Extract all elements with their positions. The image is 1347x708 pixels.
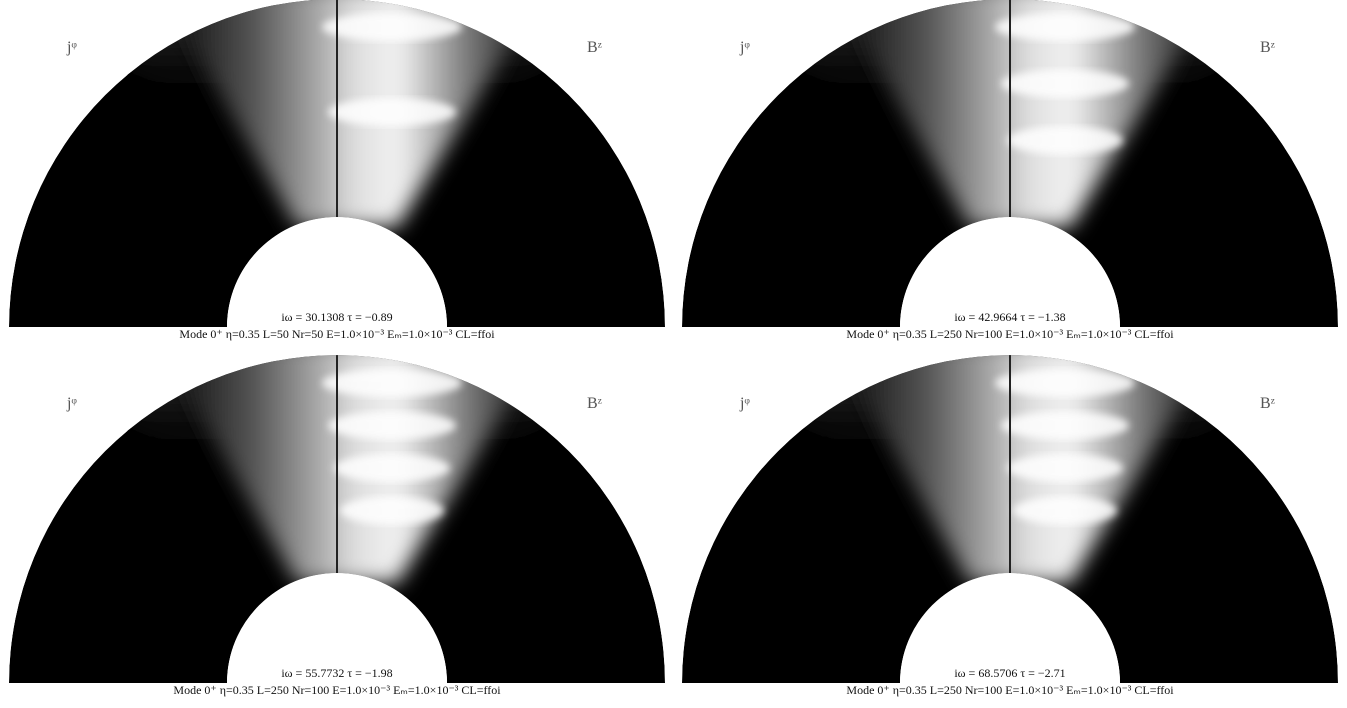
right-label: Bᶻ xyxy=(587,395,603,412)
panel: jᵠ Bᶻ iω = 42.9664 τ = −1.38 Mode 0⁺ η=0.35… xyxy=(682,0,1338,341)
caption: Mode 0⁺ η=0.35 L=250 Nr=100 E=1.0×10⁻³ E… xyxy=(846,327,1174,341)
band xyxy=(1007,126,1123,155)
panel: jᵠ Bᶻ iω = 55.7732 τ = −1.98 Mode 0⁺ η=0.35… xyxy=(9,355,665,697)
band xyxy=(995,13,1135,41)
field-plot xyxy=(9,0,665,327)
left-label: jᵠ xyxy=(739,395,750,412)
caption: Mode 0⁺ η=0.35 L=250 Nr=100 E=1.0×10⁻³ E… xyxy=(173,683,501,697)
panel: jᵠ Bᶻ iω = 68.5706 τ = −2.71 Mode 0⁺ η=0.35… xyxy=(682,355,1338,697)
band xyxy=(1007,454,1123,482)
band xyxy=(1001,69,1129,98)
right-label: Bᶻ xyxy=(1260,395,1276,412)
right-label: Bᶻ xyxy=(587,39,603,56)
field-plot xyxy=(682,355,1338,683)
cone xyxy=(830,0,1220,227)
field-plot xyxy=(682,0,1338,327)
caption: Mode 0⁺ η=0.35 L=50 Nr=50 E=1.0×10⁻³ Eₘ=… xyxy=(179,327,495,341)
band xyxy=(340,496,444,525)
eigenvalue: iω = 68.5706 τ = −2.71 xyxy=(954,666,1065,680)
caption: Mode 0⁺ η=0.35 L=250 Nr=100 E=1.0×10⁻³ E… xyxy=(846,683,1174,697)
left-label: jᵠ xyxy=(739,39,750,56)
band xyxy=(995,369,1135,397)
eigenvalue: iω = 42.9664 τ = −1.38 xyxy=(954,310,1065,324)
left-label: jᵠ xyxy=(66,39,77,56)
band xyxy=(328,411,456,440)
band xyxy=(322,13,462,41)
band xyxy=(334,454,450,482)
band xyxy=(328,98,456,126)
eigenvalue: iω = 55.7732 τ = −1.98 xyxy=(281,666,392,680)
eigenvalue: iω = 30.1308 τ = −0.89 xyxy=(281,310,392,324)
left-label: jᵠ xyxy=(66,395,77,412)
band xyxy=(1013,496,1117,525)
field-plot xyxy=(9,355,665,683)
band xyxy=(322,369,462,397)
right-label: Bᶻ xyxy=(1260,39,1276,56)
band xyxy=(1001,411,1129,440)
panel: jᵠ Bᶻ iω = 30.1308 τ = −0.89 Mode 0⁺ η=0.35… xyxy=(9,0,665,341)
